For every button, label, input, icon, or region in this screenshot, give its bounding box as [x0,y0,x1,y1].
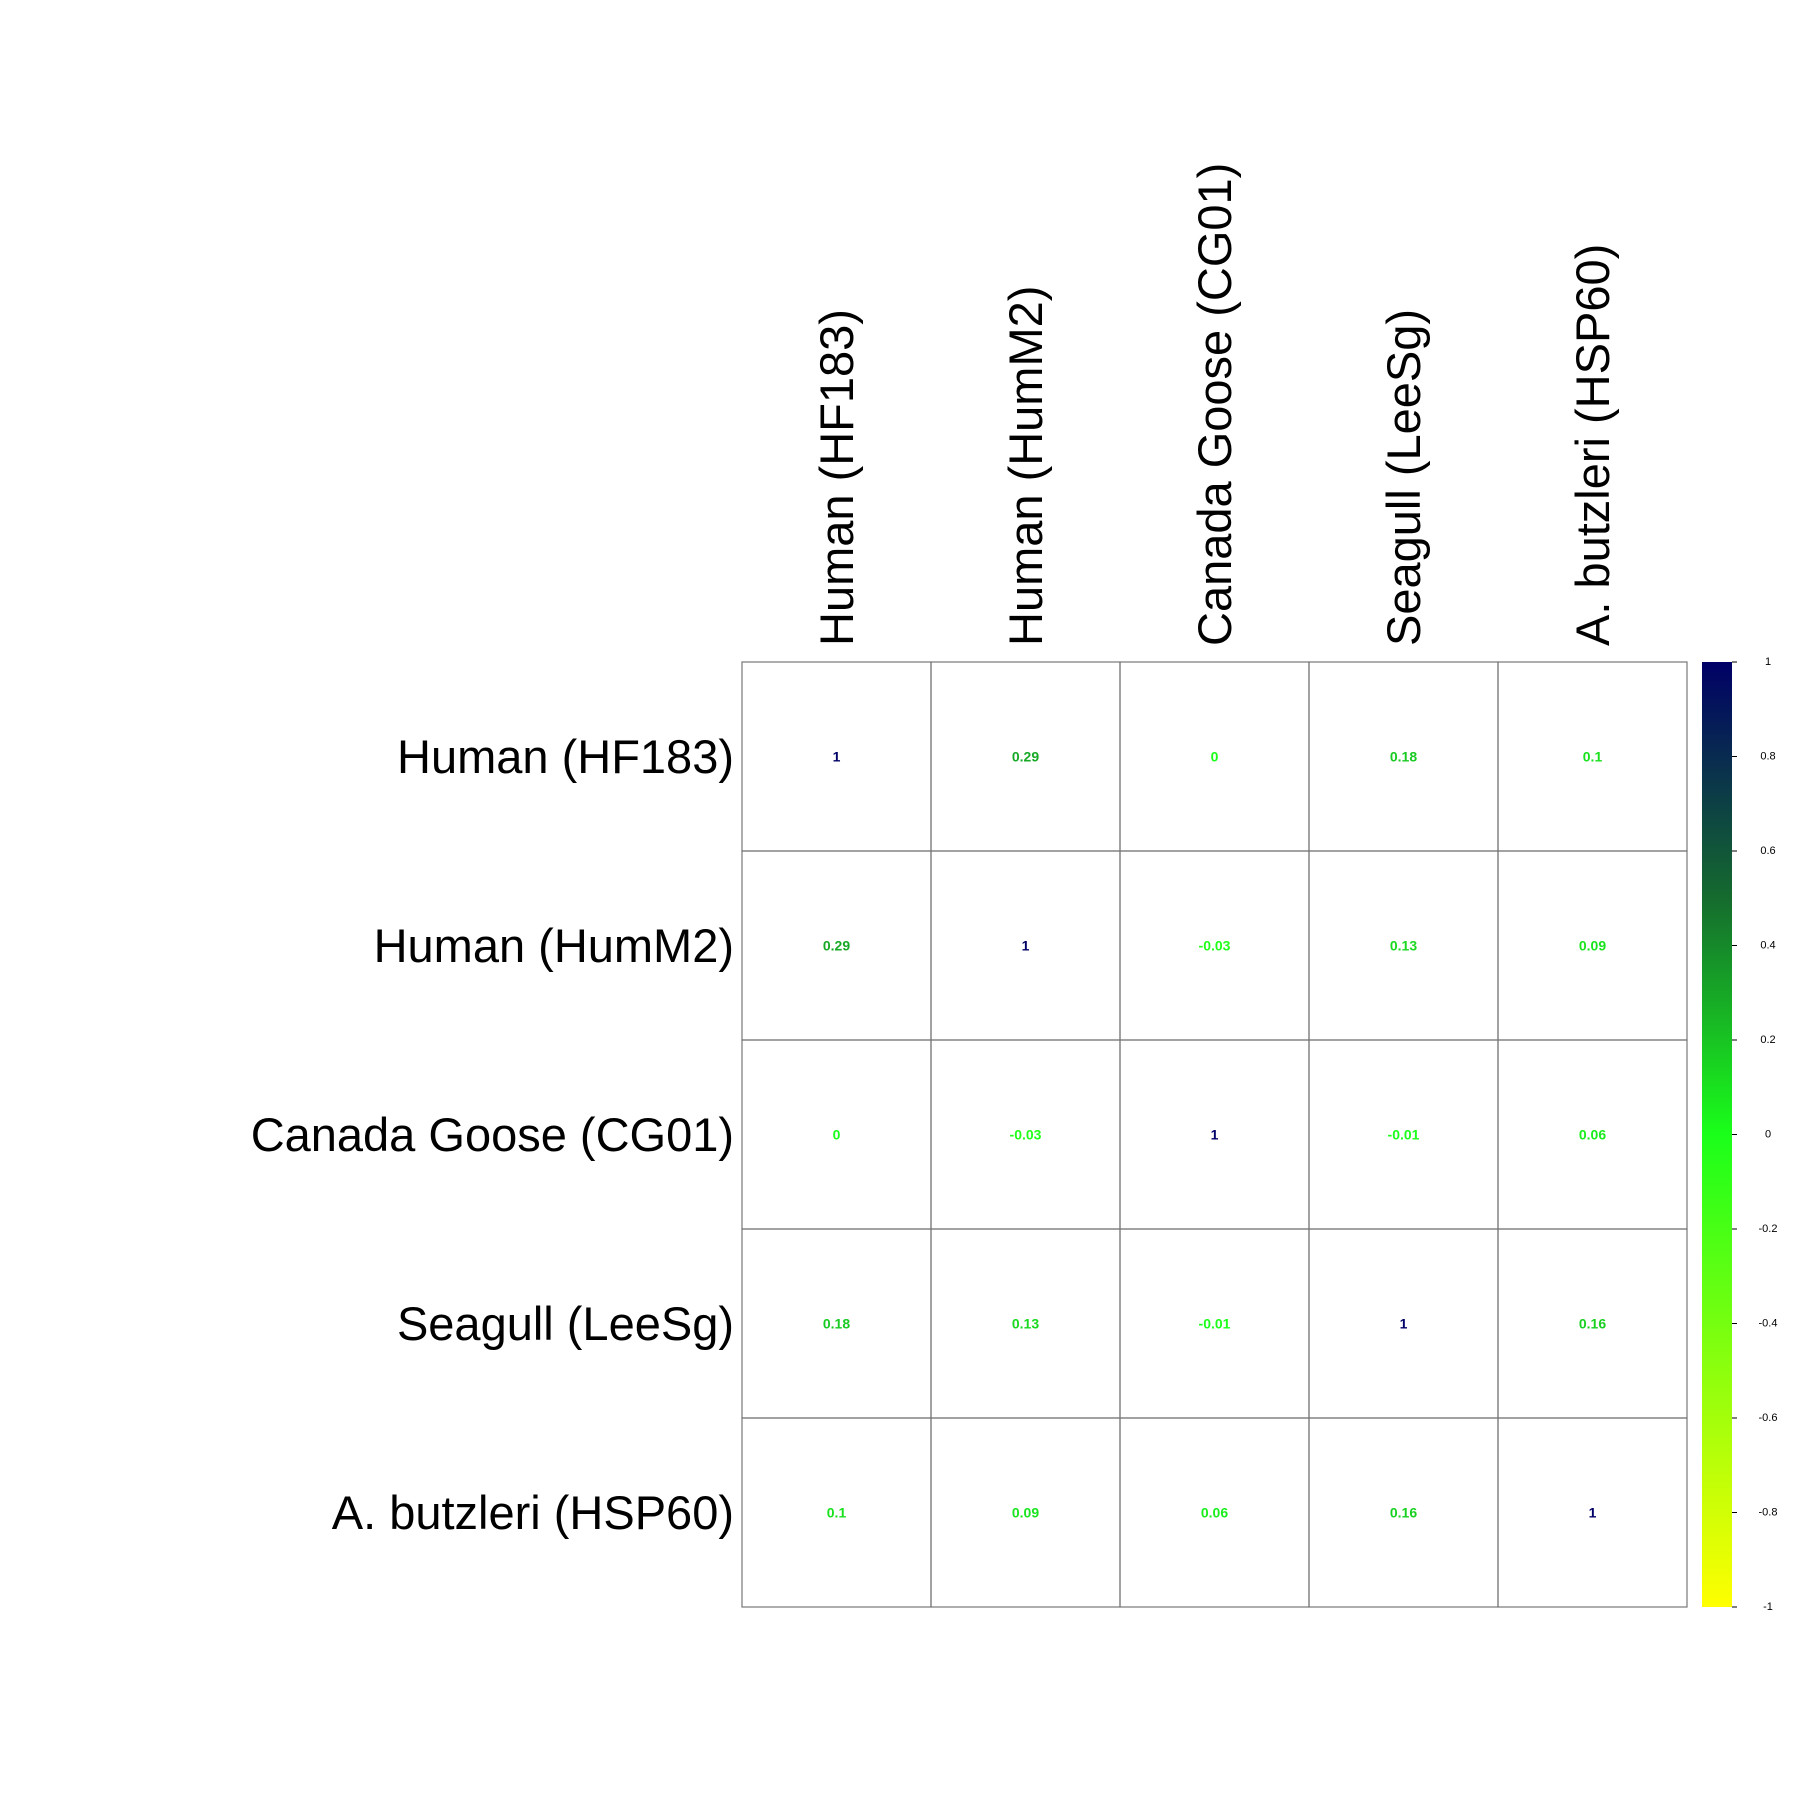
legend-tick-label: 0.6 [1760,845,1775,857]
cell-value-label: 0 [1211,749,1219,765]
cell-value-label: 0.18 [1390,749,1417,765]
color-legend-bar [1702,662,1732,1607]
column-label: Seagull (LeeSg) [1377,309,1430,646]
column-label: A. butzleri (HSP60) [1566,244,1619,646]
row-labels: Human (HF183) Human (HumM2) Canada Goose (… [251,730,734,1539]
row-label: Canada Goose (CG01) [251,1108,734,1161]
cell-value-label: -0.03 [1199,938,1231,954]
column-label: Canada Goose (CG01) [1188,163,1241,646]
legend-tick-label: 0 [1765,1129,1771,1141]
cell-value-label: 0.13 [1390,938,1417,954]
cell-value-label: -0.01 [1199,1316,1231,1332]
cell-value-label: 0.16 [1579,1316,1606,1332]
legend-tick-label: -0.8 [1759,1507,1778,1519]
row-label: Seagull (LeeSg) [397,1297,734,1350]
legend-tick-label: -0.6 [1759,1412,1778,1424]
heatmap-cell [1497,1417,1688,1608]
legend-tick-label: 0.8 [1760,751,1775,763]
cell-value-label: 1 [1022,938,1030,954]
cell-value-label: 1 [1211,1127,1219,1143]
cell-value-label: 0.09 [1579,938,1606,954]
legend-tick-label: 0.2 [1760,1034,1775,1046]
column-label: Human (HumM2) [999,286,1052,646]
cell-value-label: 0.18 [823,1316,850,1332]
cell-value-label: 0.1 [1583,749,1603,765]
cell-value-label: 0.1 [827,1505,847,1521]
row-label: A. butzleri (HSP60) [332,1486,734,1539]
cell-value-label: 1 [833,749,841,765]
cell-value-label: 1 [1400,1316,1408,1332]
row-label: Human (HF183) [397,730,734,783]
cell-value-label: -0.03 [1010,1127,1042,1143]
cell-value-label: 0.06 [1579,1127,1606,1143]
cell-value-label: 0.09 [1012,1505,1039,1521]
cell-value-label: 1 [1589,1505,1597,1521]
cell-value-label: 0.06 [1201,1505,1228,1521]
legend-tick-label: 1 [1765,656,1771,668]
color-legend-ticks: 1 0.8 0.6 0.4 0.2 0 -0.2 -0.4 -0.6 -0.8 -1 [1732,656,1777,1613]
column-label: Human (HF183) [810,309,863,646]
legend-tick-label: -1 [1763,1601,1773,1613]
cell-value-label: -0.01 [1388,1127,1420,1143]
legend-tick-label: -0.2 [1759,1223,1778,1235]
row-label: Human (HumM2) [374,919,734,972]
legend-tick-label: -0.4 [1759,1318,1778,1330]
cell-value-label: 0.29 [823,938,850,954]
cell-value-label: 0.16 [1390,1505,1417,1521]
heatmap-cells: 1 0.29 0 0.18 0.1 0.29 1 -0.03 0.13 0.09 0 -0.03 1 -0… [741,661,1688,1608]
cell-value-label: 0.13 [1012,1316,1039,1332]
color-legend: 1 0.8 0.6 0.4 0.2 0 -0.2 -0.4 -0.6 -0.8 -1 [1702,656,1777,1613]
cell-value-label: 0.29 [1012,749,1039,765]
legend-tick-label: 0.4 [1760,940,1775,952]
column-labels: Human (HF183) Human (HumM2) Canada Goose (… [810,163,1619,646]
cell-value-label: 0 [833,1127,841,1143]
